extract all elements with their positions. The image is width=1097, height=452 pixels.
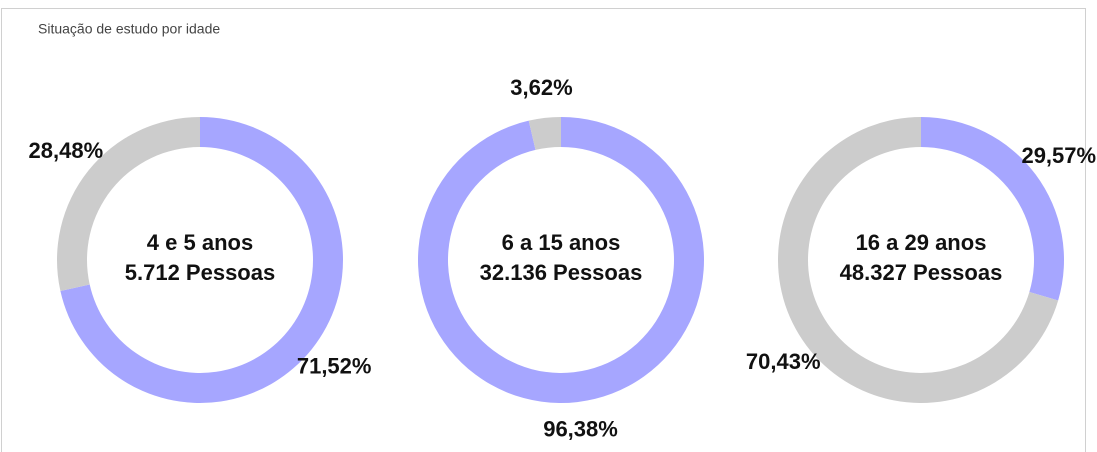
center-label: 4 e 5 anos	[147, 230, 253, 255]
donut-segment	[921, 117, 1064, 301]
center-label: 16 a 29 anos	[856, 230, 987, 255]
donut-segment	[57, 117, 200, 292]
center-label: 48.327 Pessoas	[840, 260, 1003, 285]
center-label: 5.712 Pessoas	[125, 260, 275, 285]
center-label: 32.136 Pessoas	[480, 260, 643, 285]
donut-segment	[528, 117, 561, 150]
center-label: 6 a 15 anos	[502, 230, 621, 255]
panel-border	[1, 8, 1086, 452]
value-label: 3,62%	[510, 75, 572, 100]
value-label: 70,43%	[746, 349, 821, 374]
value-label: 28,48%	[29, 138, 104, 163]
value-label: 96,38%	[543, 417, 618, 442]
value-label: 29,57%	[1021, 143, 1096, 168]
value-label: 71,52%	[297, 353, 372, 378]
panel-title: Situação de estudo por idade	[38, 21, 220, 37]
